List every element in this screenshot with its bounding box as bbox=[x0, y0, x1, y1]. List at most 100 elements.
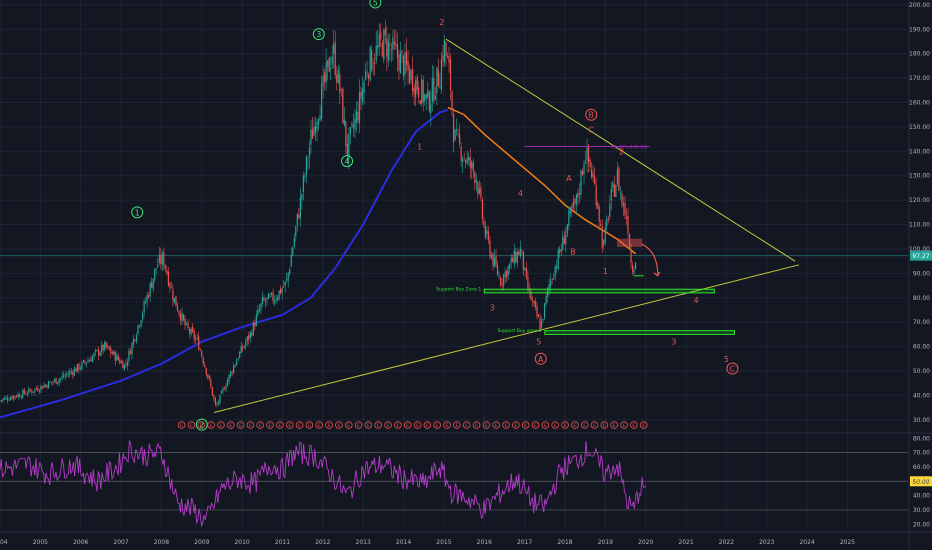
trendline[interactable] bbox=[445, 38, 796, 262]
event-marker[interactable] bbox=[561, 421, 569, 429]
candle-body bbox=[340, 89, 342, 91]
event-marker-label: E bbox=[603, 423, 606, 429]
event-marker-label: E bbox=[180, 423, 183, 429]
candle-body bbox=[117, 356, 119, 360]
wave-circle bbox=[369, 0, 382, 9]
candle-body bbox=[407, 60, 409, 70]
event-marker[interactable] bbox=[630, 421, 638, 429]
event-marker[interactable] bbox=[433, 421, 442, 429]
event-marker[interactable] bbox=[246, 421, 255, 429]
event-marker[interactable] bbox=[177, 421, 186, 429]
event-marker[interactable] bbox=[472, 421, 481, 429]
support-zone-2[interactable] bbox=[544, 330, 735, 335]
event-marker[interactable] bbox=[639, 421, 648, 429]
candle-body bbox=[480, 187, 482, 198]
event-marker[interactable] bbox=[453, 421, 461, 429]
x-tick-label: 2020 bbox=[638, 539, 653, 546]
event-marker[interactable] bbox=[236, 421, 245, 429]
candle-body bbox=[516, 251, 518, 264]
candle-body bbox=[592, 173, 594, 178]
wave-label: 3 bbox=[490, 304, 495, 313]
candle-body bbox=[229, 371, 232, 376]
candle-body bbox=[163, 252, 165, 266]
event-marker[interactable] bbox=[384, 421, 392, 429]
rsi-panel[interactable]: 50.00 bbox=[0, 439, 932, 528]
candle-body bbox=[436, 66, 438, 94]
candle-body bbox=[466, 157, 468, 163]
rsi-line bbox=[0, 439, 647, 528]
event-marker-label: E bbox=[406, 423, 409, 429]
resistance-box[interactable] bbox=[616, 238, 643, 248]
event-marker[interactable] bbox=[492, 421, 501, 429]
candle-body bbox=[304, 175, 306, 178]
candle-body bbox=[138, 325, 141, 327]
event-marker[interactable] bbox=[512, 421, 520, 429]
event-marker[interactable] bbox=[354, 421, 363, 429]
candle-body bbox=[40, 385, 42, 391]
event-marker[interactable] bbox=[521, 421, 530, 429]
event-marker[interactable] bbox=[197, 421, 206, 429]
event-marker-label: E bbox=[416, 423, 419, 429]
event-marker-label: E bbox=[298, 423, 301, 429]
event-marker-label: E bbox=[269, 423, 272, 429]
event-marker[interactable] bbox=[217, 421, 225, 429]
event-marker[interactable] bbox=[335, 421, 343, 429]
event-marker[interactable] bbox=[482, 421, 491, 429]
candle-body bbox=[377, 45, 379, 49]
candle-body bbox=[28, 388, 30, 393]
event-marker[interactable] bbox=[325, 421, 333, 429]
event-marker[interactable] bbox=[551, 421, 559, 429]
event-marker[interactable] bbox=[276, 421, 284, 429]
candle-body bbox=[424, 94, 426, 101]
event-marker[interactable] bbox=[610, 421, 618, 429]
event-marker[interactable] bbox=[580, 421, 589, 429]
price-panel[interactable]: 61.80%(142.80) Support Buy Zone 1 Support … bbox=[0, 0, 932, 431]
event-marker[interactable] bbox=[413, 421, 422, 429]
candle-body bbox=[612, 182, 614, 188]
candle-body bbox=[41, 386, 44, 389]
event-marker[interactable] bbox=[423, 421, 432, 429]
event-marker[interactable] bbox=[187, 421, 196, 429]
candle-body bbox=[3, 397, 6, 400]
event-marker[interactable] bbox=[394, 421, 402, 429]
candle-body bbox=[537, 315, 540, 318]
candle-body bbox=[84, 361, 86, 363]
event-marker[interactable] bbox=[226, 421, 235, 429]
event-marker[interactable] bbox=[462, 421, 471, 429]
candle-body bbox=[531, 299, 534, 301]
support-zone-1[interactable] bbox=[483, 288, 715, 294]
candle-body bbox=[267, 293, 270, 299]
candle-body bbox=[448, 56, 450, 63]
candle-body bbox=[270, 292, 273, 295]
candle-body bbox=[625, 216, 628, 219]
event-marker[interactable] bbox=[315, 421, 324, 429]
event-marker[interactable] bbox=[295, 421, 304, 429]
event-marker[interactable] bbox=[305, 421, 314, 429]
event-marker[interactable] bbox=[531, 421, 540, 429]
event-marker-label: E bbox=[505, 423, 508, 429]
candle-body bbox=[204, 364, 206, 367]
event-marker[interactable] bbox=[266, 421, 274, 429]
candle-body bbox=[484, 226, 487, 237]
event-marker[interactable] bbox=[443, 421, 451, 429]
event-marker[interactable] bbox=[403, 421, 412, 429]
event-marker[interactable] bbox=[207, 421, 215, 429]
event-marker[interactable] bbox=[364, 421, 373, 429]
event-marker[interactable] bbox=[541, 421, 550, 429]
y-tick-label: 60.00 bbox=[913, 344, 930, 351]
candle-body bbox=[166, 270, 168, 274]
candle-body bbox=[85, 363, 88, 365]
event-marker[interactable] bbox=[502, 421, 510, 429]
event-marker[interactable] bbox=[256, 421, 265, 429]
event-marker[interactable] bbox=[285, 421, 294, 429]
candle-body bbox=[317, 119, 320, 125]
event-marker[interactable] bbox=[590, 421, 599, 429]
event-marker[interactable] bbox=[600, 421, 609, 429]
candle-body bbox=[478, 188, 480, 194]
candle-body bbox=[37, 388, 39, 391]
event-marker[interactable] bbox=[344, 421, 353, 429]
event-marker[interactable] bbox=[571, 421, 579, 429]
event-marker[interactable] bbox=[620, 421, 628, 429]
event-marker[interactable] bbox=[374, 421, 383, 429]
